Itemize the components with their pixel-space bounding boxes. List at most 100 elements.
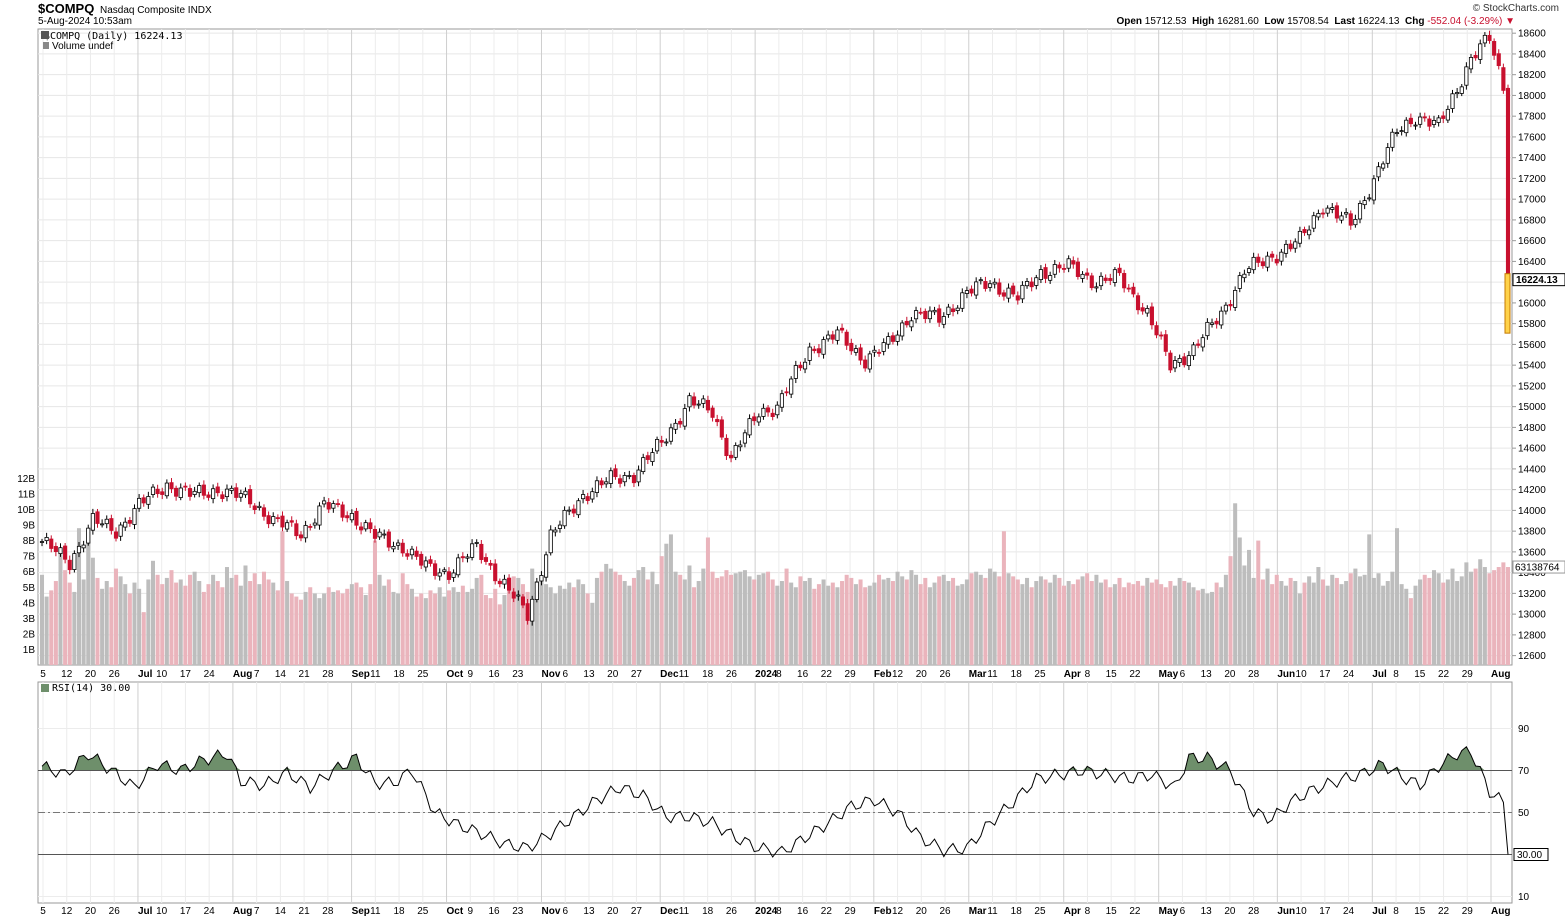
date-tick-label: 17 xyxy=(1319,669,1331,680)
candle-body xyxy=(261,507,267,517)
candle-body xyxy=(1126,287,1131,290)
price-tick-label: 16000 xyxy=(1518,298,1546,309)
candle-body xyxy=(192,490,197,495)
volume-bar xyxy=(1381,585,1386,665)
volume-bar xyxy=(146,579,151,665)
volume-bar xyxy=(645,579,650,665)
candle-body xyxy=(562,509,567,527)
volume-bar xyxy=(1173,585,1178,665)
candles xyxy=(39,30,1511,626)
candle-body xyxy=(853,348,858,353)
date-tick-label: 5 xyxy=(40,669,46,680)
volume-bar xyxy=(830,582,835,665)
candle-body xyxy=(1302,229,1307,234)
chg-value: -552.04 (-3.29%) xyxy=(1427,16,1503,27)
volume-bar xyxy=(1353,568,1358,665)
volume-bar xyxy=(779,581,784,665)
date-tick-label: 8 xyxy=(776,669,782,680)
date-tick-label: 14 xyxy=(275,669,287,680)
volume-bar xyxy=(160,584,165,665)
rsi-value-label: 30.00 xyxy=(1517,850,1542,861)
candle-body xyxy=(1246,268,1252,273)
candle-body xyxy=(1200,337,1205,348)
price-tick-label: 18600 xyxy=(1518,29,1546,40)
volume-bar xyxy=(127,593,132,665)
rsi-date-tick-label: 23 xyxy=(512,906,524,917)
volume-bar xyxy=(1302,582,1307,665)
volume-bar xyxy=(1154,579,1159,665)
rsi-date-tick-label: Jul xyxy=(1372,906,1387,917)
volume-bar xyxy=(308,587,313,665)
candle-body xyxy=(1172,360,1178,369)
price-tick-label: 13200 xyxy=(1518,589,1546,600)
date-tick-label: 28 xyxy=(1248,669,1260,680)
volume-bar xyxy=(1487,573,1492,665)
volume-bar xyxy=(904,579,909,665)
date-tick-label: 17 xyxy=(180,669,192,680)
candle-body xyxy=(428,559,433,564)
date-tick-label: 22 xyxy=(821,669,833,680)
candle-body xyxy=(659,440,664,443)
date-tick-label: 27 xyxy=(631,669,643,680)
candle-body xyxy=(1418,116,1423,125)
candle-body xyxy=(298,534,304,539)
candle-body xyxy=(1473,54,1478,59)
rsi-date-tick-label: 8 xyxy=(1085,906,1091,917)
candle-body xyxy=(1404,119,1409,134)
rsi-date-tick-label: 29 xyxy=(1462,906,1474,917)
rsi-date-tick-label: Aug xyxy=(233,906,252,917)
volume-bar xyxy=(701,568,706,665)
candle-body xyxy=(123,521,128,528)
candle-body xyxy=(955,307,960,311)
candle-body xyxy=(132,508,137,525)
candle-body xyxy=(137,497,142,509)
candle-body xyxy=(1219,310,1224,326)
candle-body xyxy=(530,598,535,622)
date-tick-label: 29 xyxy=(1462,669,1474,680)
volume-bar xyxy=(470,588,475,665)
volume-bar xyxy=(1321,579,1326,665)
candle-body xyxy=(1459,86,1464,94)
candle-body xyxy=(1334,205,1339,219)
candle-body xyxy=(76,545,82,554)
candle-body xyxy=(275,517,280,520)
candle-body xyxy=(1455,92,1460,95)
candle-body xyxy=(100,523,105,526)
price-tick-label: 17600 xyxy=(1518,132,1546,143)
volume-bar xyxy=(1001,531,1006,665)
volume-bar xyxy=(1149,582,1154,665)
candle-body xyxy=(446,571,452,580)
volume-legend: Volume undef xyxy=(52,41,113,52)
date-tick-label: 8 xyxy=(1085,669,1091,680)
candle-body xyxy=(215,486,220,494)
volume-bar xyxy=(516,577,521,665)
date-tick-label: 2024 xyxy=(755,669,778,680)
candle-body xyxy=(1274,258,1279,264)
candle-body xyxy=(183,485,188,488)
date-tick-label: Jul xyxy=(1372,669,1387,680)
candle-body xyxy=(585,496,590,502)
date-tick-label: 15 xyxy=(1106,669,1118,680)
candle-body xyxy=(405,553,410,557)
volume-bar xyxy=(576,579,581,665)
volume-bar xyxy=(1020,584,1025,665)
candle-body xyxy=(437,572,442,577)
volume-bar xyxy=(724,570,729,665)
candle-body xyxy=(1154,325,1159,336)
volume-bar xyxy=(400,573,405,665)
candle-body xyxy=(539,575,544,582)
rsi-tick-label: 90 xyxy=(1518,724,1530,735)
candle-body xyxy=(174,487,179,497)
candle-body xyxy=(599,480,604,486)
candle-body xyxy=(1265,255,1270,268)
volume-bar xyxy=(682,579,687,665)
candle-body xyxy=(715,419,720,423)
volume-bar xyxy=(604,563,609,665)
date-tick-label: 20 xyxy=(85,669,97,680)
volume-bar xyxy=(594,577,599,665)
volume-bar xyxy=(729,574,734,665)
candle-body xyxy=(1492,41,1497,56)
open-label: Open xyxy=(1116,16,1142,27)
candle-body xyxy=(978,279,983,282)
rsi-date-tick-label: 15 xyxy=(1414,906,1426,917)
